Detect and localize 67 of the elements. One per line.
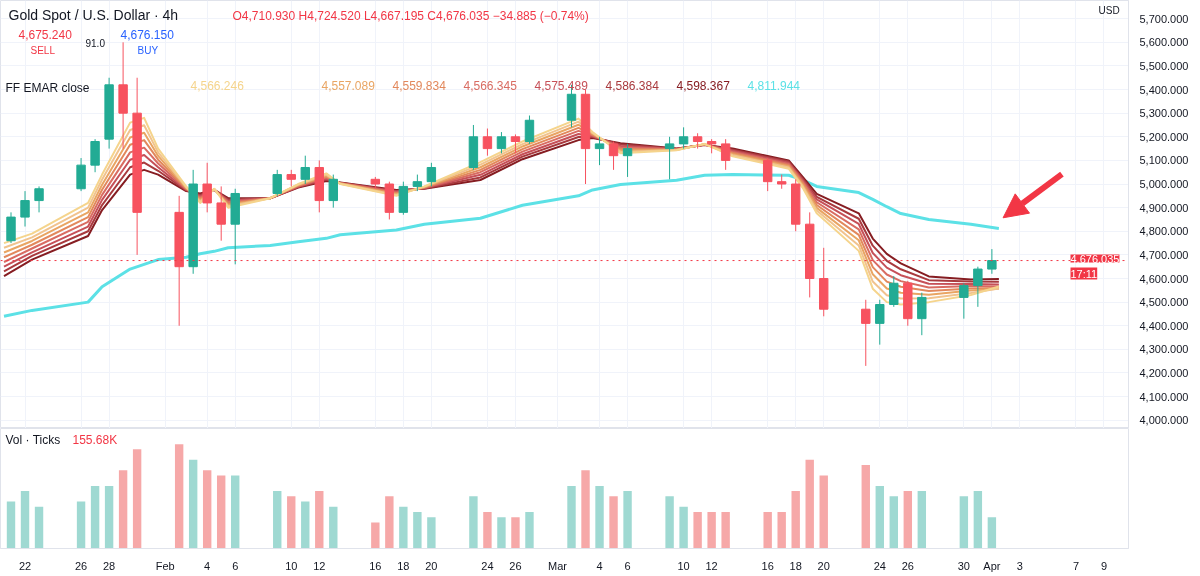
annotation: FF EMAR close: [5, 80, 90, 95]
ref-line-label: 4,676.035: [1070, 252, 1120, 265]
x-tick-label: 6: [624, 559, 631, 572]
annotation: BUY: [137, 44, 159, 56]
y-tick-label: 4,200.000: [1139, 366, 1189, 379]
y-tick-label: 5,600.000: [1139, 36, 1189, 49]
y-axis-title: USD: [1098, 4, 1120, 16]
annotation: 4,675.240: [18, 27, 73, 42]
text: 4,598.367: [676, 78, 731, 93]
x-tick-label: 24: [873, 559, 886, 572]
y-tick-label: 5,100.000: [1139, 154, 1189, 167]
annotation: 155.68K: [72, 432, 118, 447]
y-tick-label: 5,200.000: [1139, 130, 1189, 143]
x-tick-label: 12: [705, 559, 718, 572]
x-tick-label: 7: [1072, 559, 1080, 572]
x-tick-label: 26: [74, 559, 88, 572]
y-tick-label: 4,300.000: [1139, 343, 1189, 356]
x-tick-label: Feb: [155, 559, 175, 572]
x-tick-label: 24: [481, 559, 494, 572]
x-tick-label: 22: [18, 559, 32, 572]
y-tick-label: 4,700.000: [1139, 248, 1189, 261]
text: 4,559.834: [392, 78, 447, 93]
annotation: Vol · Ticks: [5, 432, 61, 447]
x-tick-label: 26: [509, 559, 522, 572]
x-tick-label: 18: [789, 559, 802, 572]
annotation: 91.0: [85, 37, 106, 49]
text: 4,566.246: [190, 78, 245, 93]
x-tick-label: 6: [232, 559, 239, 572]
text: 4,557.089: [321, 78, 376, 93]
y-tick-label: 5,000.000: [1139, 178, 1189, 191]
annotation: SELL: [30, 44, 56, 56]
x-tick-label: 16: [369, 559, 382, 572]
y-tick-label: 4,500.000: [1139, 296, 1189, 309]
y-tick-label: 5,500.000: [1139, 59, 1189, 72]
x-tick-label: Apr: [983, 559, 1001, 572]
x-tick-label: 30: [957, 559, 970, 572]
y-tick-label: 4,400.000: [1139, 319, 1189, 332]
x-tick-label: 18: [397, 559, 410, 572]
y-tick-label: 4,000.000: [1139, 414, 1189, 427]
y-tick-label: 4,800.000: [1139, 225, 1189, 238]
x-tick-label: 12: [313, 559, 326, 572]
x-tick-label: 20: [425, 559, 438, 572]
x-tick-label: 16: [761, 559, 774, 572]
text: 4,566.345: [463, 78, 518, 93]
y-tick-label: 5,700.000: [1139, 12, 1189, 25]
x-tick-label: 10: [285, 559, 298, 572]
y-tick-label: 5,300.000: [1139, 107, 1189, 120]
x-tick-label: 9: [1100, 559, 1108, 572]
x-tick-label: 4: [204, 559, 211, 572]
x-tick-label: 26: [901, 559, 914, 572]
x-tick-label: 10: [677, 559, 690, 572]
text: 4,575.489: [534, 78, 589, 93]
y-tick-label: 5,400.000: [1139, 83, 1189, 96]
x-tick-label: 20: [817, 559, 830, 572]
text: Gold Spot / U.S. Dollar · 4h: [8, 6, 179, 23]
x-tick-label: 3: [1016, 559, 1023, 572]
annotation: O4,710.930 H4,724.520 L4,667.195 C4,676.035 −34.885 (−0.74%): [232, 8, 589, 23]
x-tick-label: Mar: [548, 559, 568, 572]
y-tick-label: 4,600.000: [1139, 272, 1189, 285]
annotation: 4,676.150: [120, 27, 175, 42]
annotation: 17:11: [1070, 267, 1098, 280]
text: 4,586.384: [605, 78, 660, 93]
y-tick-label: 4,900.000: [1139, 201, 1189, 214]
text: 4,811.944: [747, 78, 801, 93]
x-tick-label: 4: [596, 559, 603, 572]
x-tick-label: 28: [102, 559, 116, 572]
y-tick-label: 4,100.000: [1139, 390, 1189, 403]
